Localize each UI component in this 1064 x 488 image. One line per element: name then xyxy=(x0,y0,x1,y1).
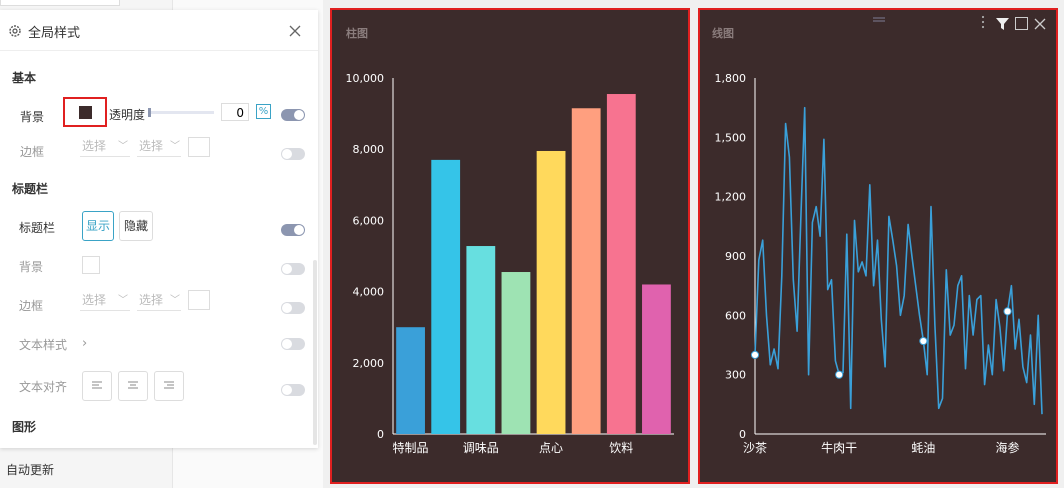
background-color-fill xyxy=(79,106,92,119)
text-style-toggle[interactable] xyxy=(281,338,305,350)
align-left-icon xyxy=(92,381,102,389)
filter-icon[interactable] xyxy=(996,15,1009,34)
x-tick-label: 特制品 xyxy=(393,440,429,455)
opacity-slider[interactable] xyxy=(148,108,214,117)
titlebar-border-style-select[interactable]: 选择 xyxy=(82,293,107,307)
background-label: 背景 xyxy=(20,110,45,124)
align-right-icon xyxy=(164,381,174,389)
titlebar-heading: 标题栏 xyxy=(12,182,49,196)
bar xyxy=(606,94,636,435)
align-right-button[interactable] xyxy=(154,371,184,401)
y-tick-label: 6,000 xyxy=(353,214,385,227)
x-tick-label: 海参 xyxy=(996,440,1020,455)
titlebar-border-color-swatch[interactable] xyxy=(188,290,210,310)
titlebar-toggle[interactable] xyxy=(281,224,305,236)
background-color-swatch[interactable] xyxy=(63,97,107,127)
data-point-marker xyxy=(750,350,760,359)
y-tick-label: 300 xyxy=(725,369,746,382)
border-width-select[interactable]: 选择 xyxy=(139,139,164,153)
y-tick-label: 0 xyxy=(377,428,384,441)
bar xyxy=(466,246,496,434)
panel-header: 全局样式 xyxy=(0,10,318,51)
top-input-stub xyxy=(0,0,120,6)
border-toggle[interactable] xyxy=(281,148,305,160)
drag-handle[interactable] xyxy=(872,8,886,22)
x-tick-label: 沙茶 xyxy=(743,440,767,455)
line-chart-title: 线图 xyxy=(712,27,734,40)
y-tick-label: 8,000 xyxy=(353,143,385,156)
titlebar-border-label: 边框 xyxy=(19,299,44,313)
panel-scrollbar[interactable] xyxy=(313,260,317,445)
align-center-icon xyxy=(128,381,138,389)
opacity-input[interactable]: 0 xyxy=(221,103,249,121)
x-tick-label: 饮料 xyxy=(609,441,633,455)
panel-title: 全局样式 xyxy=(28,26,81,41)
line-chart: 0 300 600 900 1,200 1,500 1,800 沙茶 牛肉干 蚝油 海参 xyxy=(715,72,1046,455)
y-tick-label: 900 xyxy=(725,250,746,263)
titlebar-border-toggle[interactable] xyxy=(281,302,305,314)
y-tick-label: 1,500 xyxy=(715,131,747,144)
y-tick-label: 0 xyxy=(739,428,746,441)
line-chart-widget[interactable]: 线图 0 300 600 900 1,200 1,500 1,800 沙茶 牛肉干 蚝油 海参 xyxy=(698,8,1058,484)
border-label: 边框 xyxy=(20,145,45,159)
border-color-swatch[interactable] xyxy=(188,137,210,157)
align-left-button[interactable] xyxy=(82,371,112,401)
bar-chart: 0 2,000 4,000 6,000 8,000 10,000 特制品 调味品 点心 饮料 xyxy=(346,72,674,455)
bar-chart-title: 柱图 xyxy=(346,27,368,40)
x-tick-label: 牛肉干 xyxy=(821,440,857,455)
x-tick-label: 蚝油 xyxy=(911,441,935,455)
basic-heading: 基本 xyxy=(12,71,37,85)
close-icon[interactable] xyxy=(288,23,302,42)
y-tick-label: 600 xyxy=(725,309,746,322)
maximize-icon[interactable] xyxy=(1015,15,1028,34)
percent-unit[interactable]: % xyxy=(256,104,271,119)
bar xyxy=(536,150,566,435)
background-toggle[interactable] xyxy=(281,109,305,121)
chevron-right-icon[interactable]: › xyxy=(82,336,88,351)
bar xyxy=(501,272,531,434)
titlebar-border-width-select[interactable]: 选择 xyxy=(139,293,164,307)
global-style-panel: 全局样式 基本 背景 透明度 0 % 边框 选择 ﹀ 选择 ﹀ 标题栏 标题栏 … xyxy=(0,10,318,448)
chevron-down-icon: ﹀ xyxy=(118,295,128,306)
bar xyxy=(396,327,425,434)
text-align-toggle[interactable] xyxy=(281,384,305,396)
gear-icon xyxy=(8,23,22,42)
titlebar-background-swatch[interactable] xyxy=(82,256,100,274)
titlebar-label: 标题栏 xyxy=(19,221,56,235)
x-tick-label: 调味品 xyxy=(463,441,499,455)
data-point-marker xyxy=(835,370,844,379)
show-button[interactable]: 显示 xyxy=(82,211,114,241)
bar xyxy=(431,159,461,434)
chevron-down-icon: ﹀ xyxy=(170,295,180,306)
opacity-label: 透明度 xyxy=(109,108,146,122)
y-tick-label: 4,000 xyxy=(353,286,385,299)
chevron-down-icon: ﹀ xyxy=(170,141,180,152)
bar xyxy=(571,108,601,434)
border-style-select[interactable]: 选择 xyxy=(82,139,107,153)
data-point-marker xyxy=(919,336,928,346)
y-tick-label: 1,800 xyxy=(715,72,747,85)
titlebar-background-toggle[interactable] xyxy=(281,263,305,275)
y-tick-label: 1,200 xyxy=(715,191,747,204)
bar-chart-widget[interactable]: 柱图 0 2,000 4,000 6,000 8,000 10,000 特制品 调味品 点心 饮料 xyxy=(330,8,690,484)
text-style-label: 文本样式 xyxy=(19,338,68,352)
opacity-slider-handle[interactable] xyxy=(148,108,151,117)
data-point-marker xyxy=(1003,307,1012,316)
y-tick-label: 10,000 xyxy=(346,72,385,85)
text-align-label: 文本对齐 xyxy=(19,380,68,394)
y-tick-label: 2,000 xyxy=(353,357,385,370)
titlebar-background-label: 背景 xyxy=(19,260,44,274)
shape-heading: 图形 xyxy=(12,420,37,434)
hide-button[interactable]: 隐藏 xyxy=(119,211,153,241)
chevron-down-icon: ﹀ xyxy=(118,141,128,152)
line-series xyxy=(754,106,1043,415)
more-icon[interactable] xyxy=(980,14,986,33)
bar xyxy=(642,284,671,434)
x-tick-label: 点心 xyxy=(539,441,563,455)
auto-update-label[interactable]: 自动更新 xyxy=(6,463,55,477)
close-icon[interactable] xyxy=(1034,15,1046,34)
align-center-button[interactable] xyxy=(118,371,148,401)
